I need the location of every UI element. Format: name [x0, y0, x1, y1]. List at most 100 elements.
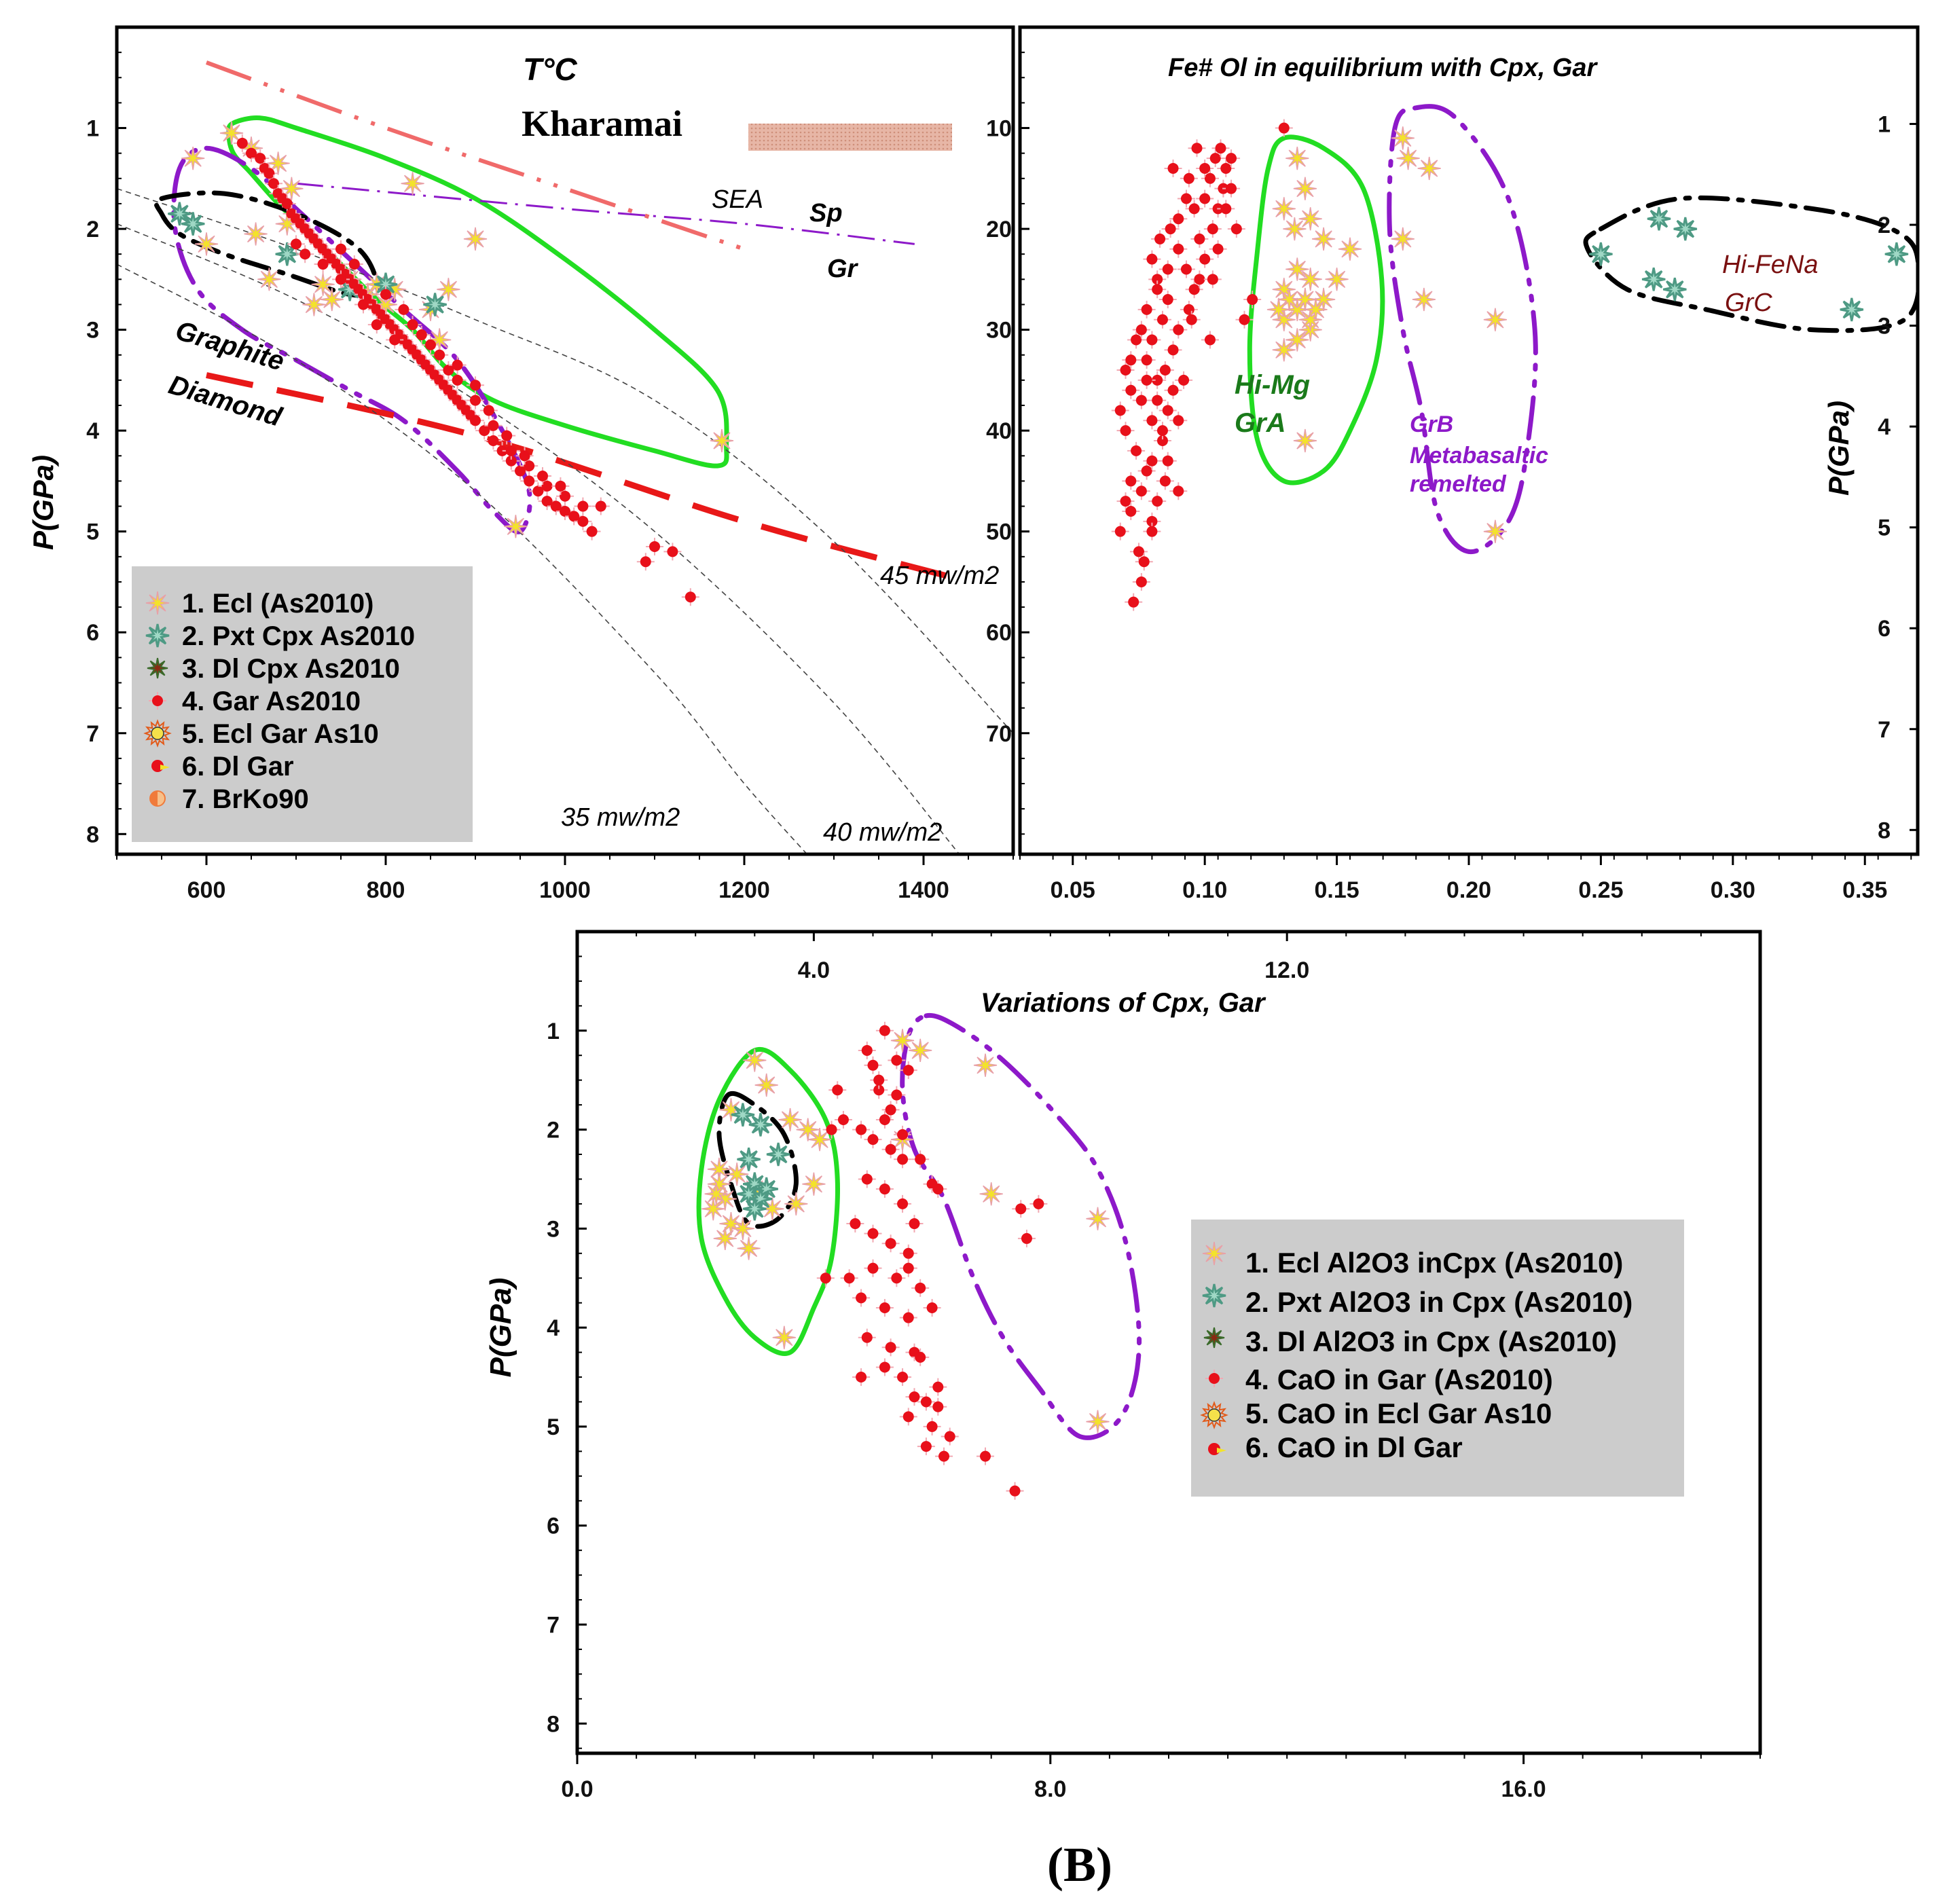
point-gar-2-92 — [422, 335, 439, 354]
point-gar-0-61 — [1169, 411, 1188, 430]
legend1-label-1: 1. Ecl (As2010) — [182, 589, 373, 619]
point-gar-2-31 — [875, 1358, 894, 1376]
point-gar-2-21 — [864, 1259, 882, 1277]
point-gar-2-71 — [314, 255, 332, 274]
var-legend-box — [1191, 1220, 1684, 1497]
point-gar-2-1 — [858, 1041, 876, 1059]
point-ecl-0-12 — [784, 1192, 808, 1216]
point-gar-0-26 — [1169, 240, 1188, 258]
point-ecl-0-17 — [401, 172, 424, 196]
point-ecl-0-22 — [710, 428, 734, 453]
point-ecl-1-6 — [1338, 237, 1362, 261]
point-gar-0-41 — [1148, 280, 1167, 299]
point-gar-0-65 — [1164, 159, 1182, 177]
point-pxt-1-1 — [181, 212, 205, 236]
point-gar-2-73 — [354, 295, 372, 314]
point-gar-0-40 — [1137, 300, 1156, 318]
point-gar-0-7 — [1148, 492, 1167, 511]
point-gar-0-3 — [1129, 543, 1148, 561]
point-ecl-0-9 — [302, 293, 326, 316]
point-ecl-0-20 — [463, 227, 488, 251]
point-gar-2-65 — [636, 553, 655, 571]
point-pxt-1-8 — [743, 1196, 767, 1221]
point-gar-2-50 — [816, 1269, 835, 1287]
legend1-item-6: 6. Dl Gar — [151, 752, 294, 782]
ytick-label: 6 — [547, 1514, 560, 1539]
point-gar-0-27 — [1177, 260, 1195, 278]
point-ecl-0-20 — [890, 1029, 915, 1052]
point-pxt-2-3 — [1641, 268, 1666, 291]
point-gar-2-48 — [1017, 1229, 1036, 1247]
point-ecl-0-21 — [504, 515, 528, 538]
point-gar-2-58 — [538, 492, 556, 511]
point-gar-2-89 — [345, 255, 363, 274]
point-gar-2-23 — [911, 1279, 930, 1297]
point-gar-2-56 — [520, 472, 539, 490]
legend3-item-2: 2. Pxt Al2O3 in Cpx (As2010) — [1202, 1283, 1632, 1318]
ytick-label: 3 — [86, 318, 99, 344]
toptick-label: 4.0 — [798, 957, 830, 983]
point-ecl-0-7 — [731, 1217, 755, 1241]
point-gar-2-93 — [448, 356, 467, 374]
panel-feol: 10 20 30 40 50 60 70 0.05 0.10 0.15 0.20 0.25 0.30 0.… — [986, 25, 1920, 903]
grB-label-2: Metabasaltic — [1410, 443, 1548, 469]
point-gar-0-72 — [1275, 119, 1293, 137]
point-ecl-1-15 — [1272, 338, 1296, 362]
point-gar-2-53 — [929, 1180, 947, 1198]
point-ecl-1-29 — [1266, 297, 1291, 322]
point-gar-2-57 — [529, 482, 547, 500]
legend3-marker-ecl — [1202, 1241, 1226, 1266]
kharamai-swatch — [748, 124, 952, 151]
line-geotherm-35 — [117, 263, 807, 854]
rtick-label: 7 — [1878, 717, 1891, 743]
point-gar-2-41 — [976, 1447, 994, 1465]
point-gar-2-27 — [923, 1298, 941, 1317]
var-regions — [696, 1012, 1142, 1440]
legend3-label-6: 6. CaO in Dl Gar — [1245, 1431, 1463, 1463]
point-gar-0-0 — [1111, 522, 1129, 541]
point-gar-0-33 — [1164, 381, 1182, 399]
point-ecl-1-22 — [1391, 227, 1415, 251]
point-gar-0-79 — [1137, 371, 1156, 389]
point-gar-0-80 — [1148, 391, 1167, 409]
point-gar-2-60 — [556, 502, 574, 520]
legend1-label-6: 6. Dl Gar — [182, 752, 294, 782]
rtick-label: 8 — [1878, 818, 1891, 843]
point-gar-2-80 — [448, 371, 467, 389]
point-gar-0-39 — [1127, 331, 1146, 349]
gr-label: Gr — [827, 255, 859, 283]
point-gar-2-9 — [881, 1140, 900, 1158]
xtick-label: 0.10 — [1182, 877, 1227, 903]
pt-legend-box — [132, 566, 473, 842]
line-graphite-diamond — [206, 372, 951, 580]
point-gar-0-67 — [1196, 189, 1214, 208]
legend3-marker-icon-dl — [1203, 1327, 1225, 1349]
rtick-label: 3 — [1878, 314, 1891, 340]
var-ticks: 1 2 3 4 5 6 7 8 0.0 8.0 16.0 4.0 12.0 — [547, 931, 1761, 1802]
point-gar-2-55 — [511, 462, 529, 480]
point-gar-0-19 — [1143, 331, 1161, 349]
point-gar-0-68 — [1203, 270, 1222, 289]
ytick-label: 2 — [86, 217, 99, 242]
point-gar-2-49 — [840, 1269, 858, 1287]
point-gar-0-44 — [1177, 189, 1195, 208]
point-ecl-0-27 — [704, 1182, 728, 1206]
legend3-item-1: 1. Ecl Al2O3 inCpx (As2010) — [1202, 1241, 1623, 1279]
point-gar-0-18 — [1137, 351, 1156, 369]
point-gar-0-71 — [1201, 331, 1219, 349]
point-gar-2-18 — [864, 1224, 882, 1243]
point-ecl-1-19 — [1391, 126, 1415, 150]
point-gar-0-48 — [1203, 220, 1222, 238]
feol-title: Fe# Ol in equilibrium with Cpx, Gar — [1168, 54, 1599, 82]
legend1-item-3: 3. Dl Cpx As2010 — [147, 654, 400, 684]
xtick-label: 0.05 — [1051, 877, 1095, 903]
point-gar-0-76 — [1227, 220, 1245, 238]
point-gar-0-62 — [1156, 472, 1174, 490]
point-gar-0-66 — [1180, 169, 1198, 187]
ytick-label: 1 — [547, 1019, 560, 1044]
point-gar-2-12 — [858, 1170, 876, 1188]
point-ecl-0-25 — [1086, 1207, 1110, 1230]
point-gar-2-36 — [899, 1408, 917, 1426]
legend3-marker-icon-dlgar — [1208, 1443, 1226, 1455]
